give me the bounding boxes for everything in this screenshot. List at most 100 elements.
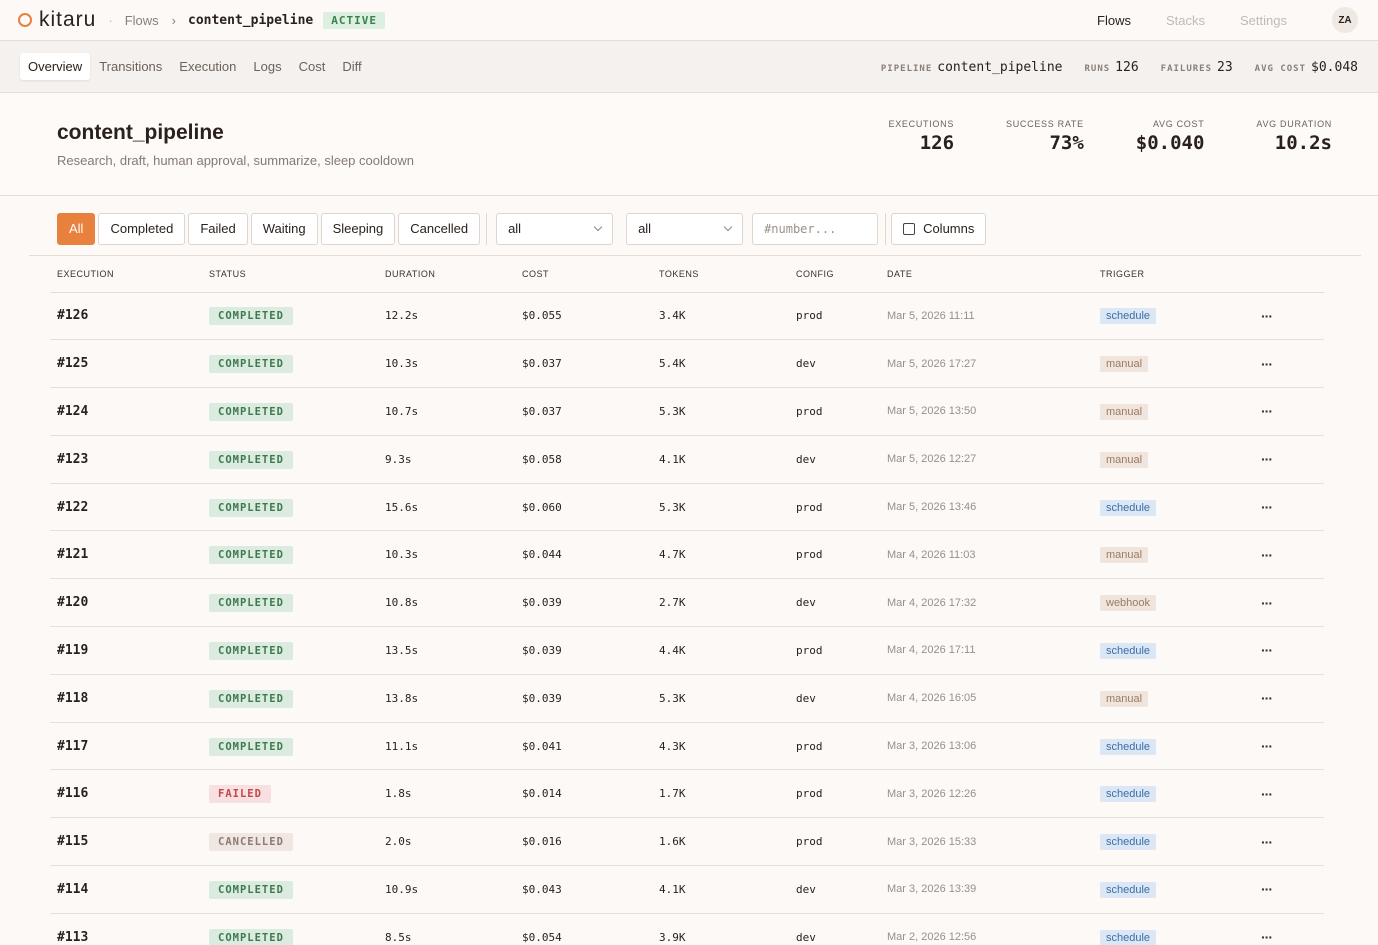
cell: 5.3K <box>652 483 789 532</box>
cell: #116 <box>50 769 202 819</box>
status-filter[interactable]: Cancelled <box>398 212 481 245</box>
logo-icon <box>18 13 32 27</box>
trigger-tag: schedule <box>1100 308 1157 325</box>
tab[interactable]: Logs <box>253 58 282 74</box>
select[interactable]: all <box>496 212 614 245</box>
row-menu[interactable]: ··· <box>1254 865 1324 914</box>
cell: schedule <box>1093 292 1254 341</box>
logo[interactable]: kitaru <box>39 8 97 31</box>
cell: #125 <box>50 339 202 389</box>
row-menu[interactable]: ··· <box>1254 913 1324 945</box>
execution-row[interactable]: #119 COMPLETED 13.5s $0.039 4.4K prod Mar 4, 2… <box>50 626 1324 675</box>
cell: $0.058 <box>515 435 652 484</box>
execution-row[interactable]: #118 COMPLETED 13.8s $0.039 5.3K dev Mar 4, 20… <box>50 674 1324 723</box>
row-menu[interactable]: ··· <box>1254 387 1324 436</box>
cell: dev <box>789 339 880 389</box>
trigger-tag: schedule <box>1100 786 1157 803</box>
execution-row[interactable]: #121 COMPLETED 10.3s $0.044 4.7K prod Mar 4, 2… <box>50 530 1324 580</box>
execution-row[interactable]: #126 COMPLETED 12.2s $0.055 3.4K prod Mar 5, 2… <box>50 292 1324 341</box>
cell: $0.054 <box>515 913 652 945</box>
breadcrumb[interactable]: Flows <box>124 12 159 28</box>
row-menu[interactable]: ··· <box>1254 769 1324 819</box>
nav-link[interactable]: Settings <box>1240 12 1287 28</box>
search-input[interactable]: #number... <box>752 212 879 245</box>
stat: AVG COST $0.040 <box>1110 119 1205 195</box>
row-menu[interactable]: ··· <box>1254 722 1324 771</box>
row-menu[interactable]: ··· <box>1254 292 1324 341</box>
cell: schedule <box>1093 483 1254 532</box>
select[interactable]: all <box>626 212 744 245</box>
tab[interactable]: Execution <box>179 58 237 74</box>
tab[interactable]: Transitions <box>99 58 163 74</box>
status-filter[interactable]: Waiting <box>250 212 318 245</box>
columns-button[interactable]: Columns <box>891 212 987 245</box>
nav: Flows Stacks Settings ZA <box>1097 7 1358 33</box>
execution-row[interactable]: #125 COMPLETED 10.3s $0.037 5.4K dev Mar 5, 20… <box>50 339 1324 389</box>
cell: COMPLETED <box>202 435 378 484</box>
cell: 10.3s <box>378 339 515 389</box>
cell: manual <box>1093 435 1254 484</box>
nav-link[interactable]: Flows <box>1097 12 1131 28</box>
execution-row[interactable]: #124 COMPLETED 10.7s $0.037 5.3K prod Mar 5, 2… <box>50 387 1324 436</box>
cell: $0.037 <box>515 339 652 389</box>
cell: COMPLETED <box>202 483 378 532</box>
cell: Mar 5, 2026 13:50 <box>880 387 1093 436</box>
execution-row[interactable]: #114 COMPLETED 10.9s $0.043 4.1K dev Mar 3, 20… <box>50 865 1324 914</box>
status-filter[interactable]: Sleeping <box>320 212 396 245</box>
tab[interactable]: Cost <box>298 58 326 74</box>
cell: 4.3K <box>652 722 789 771</box>
trigger-tag: manual <box>1100 356 1149 373</box>
execution-row[interactable]: #116 FAILED 1.8s $0.014 1.7K prod Mar 3, 2026 … <box>50 769 1324 819</box>
cell: 1.8s <box>378 769 515 819</box>
tab[interactable]: Overview <box>20 52 91 80</box>
row-menu[interactable]: ··· <box>1254 339 1324 389</box>
status-badge: COMPLETED <box>209 307 293 326</box>
stat: EXECUTIONS 126 <box>863 119 955 195</box>
select-value: all <box>508 221 522 236</box>
stat: AVG DURATION 10.2s <box>1230 119 1332 195</box>
tab[interactable]: Diff <box>342 58 362 74</box>
chevron: › <box>171 12 176 28</box>
cell: schedule <box>1093 626 1254 675</box>
execution-row[interactable]: #120 COMPLETED 10.8s $0.039 2.7K dev Mar 4, 20… <box>50 578 1324 628</box>
stat-value: $0.040 <box>1135 132 1205 154</box>
row-menu[interactable]: ··· <box>1254 483 1324 532</box>
cell: #119 <box>50 626 202 675</box>
column-header: COST <box>515 256 652 293</box>
row-menu[interactable]: ··· <box>1254 817 1324 867</box>
flow-description: Research, draft, human approval, summari… <box>57 153 414 168</box>
row-menu[interactable]: ··· <box>1254 626 1324 675</box>
status-badge: COMPLETED <box>209 928 293 945</box>
execution-row[interactable]: #122 COMPLETED 15.6s $0.060 5.3K prod Mar 5, 2… <box>50 483 1324 532</box>
cell: #118 <box>50 674 202 723</box>
cell: 12.2s <box>378 292 515 341</box>
execution-row[interactable]: #113 COMPLETED 8.5s $0.054 3.9K dev Mar 2, 202… <box>50 913 1324 945</box>
execution-row[interactable]: #115 CANCELLED 2.0s $0.016 1.6K prod Mar 3, 20… <box>50 817 1324 867</box>
cell: 2.7K <box>652 578 789 628</box>
row-menu[interactable]: ··· <box>1254 578 1324 628</box>
cell: prod <box>789 817 880 867</box>
status-filters: All Completed Failed Waiting Sleeping Cancell… <box>57 212 483 245</box>
execution-row[interactable]: #123 COMPLETED 9.3s $0.058 4.1K dev Mar 5, 202… <box>50 435 1324 484</box>
cell: dev <box>789 865 880 914</box>
cell: COMPLETED <box>202 339 378 389</box>
cell: dev <box>789 674 880 723</box>
row-menu[interactable]: ··· <box>1254 530 1324 580</box>
status-badge: FAILED <box>209 785 271 804</box>
status-filter[interactable]: Failed <box>188 212 248 245</box>
cell: COMPLETED <box>202 674 378 723</box>
cell: Mar 4, 2026 17:11 <box>880 626 1093 675</box>
trigger-tag: schedule <box>1100 499 1157 516</box>
cell: 4.1K <box>652 435 789 484</box>
status-filter[interactable]: Completed <box>98 212 186 245</box>
row-menu[interactable]: ··· <box>1254 674 1324 723</box>
avatar[interactable]: ZA <box>1332 7 1358 33</box>
summary-label: AVG COST <box>1254 63 1307 74</box>
cell: Mar 5, 2026 12:27 <box>880 435 1093 484</box>
cell: 1.6K <box>652 817 789 867</box>
row-menu[interactable]: ··· <box>1254 435 1324 484</box>
execution-row[interactable]: #117 COMPLETED 11.1s $0.041 4.3K prod Mar 3, 2… <box>50 722 1324 771</box>
nav-link[interactable]: Stacks <box>1166 12 1206 28</box>
status-filter[interactable]: All <box>57 212 96 245</box>
cell: 2.0s <box>378 817 515 867</box>
